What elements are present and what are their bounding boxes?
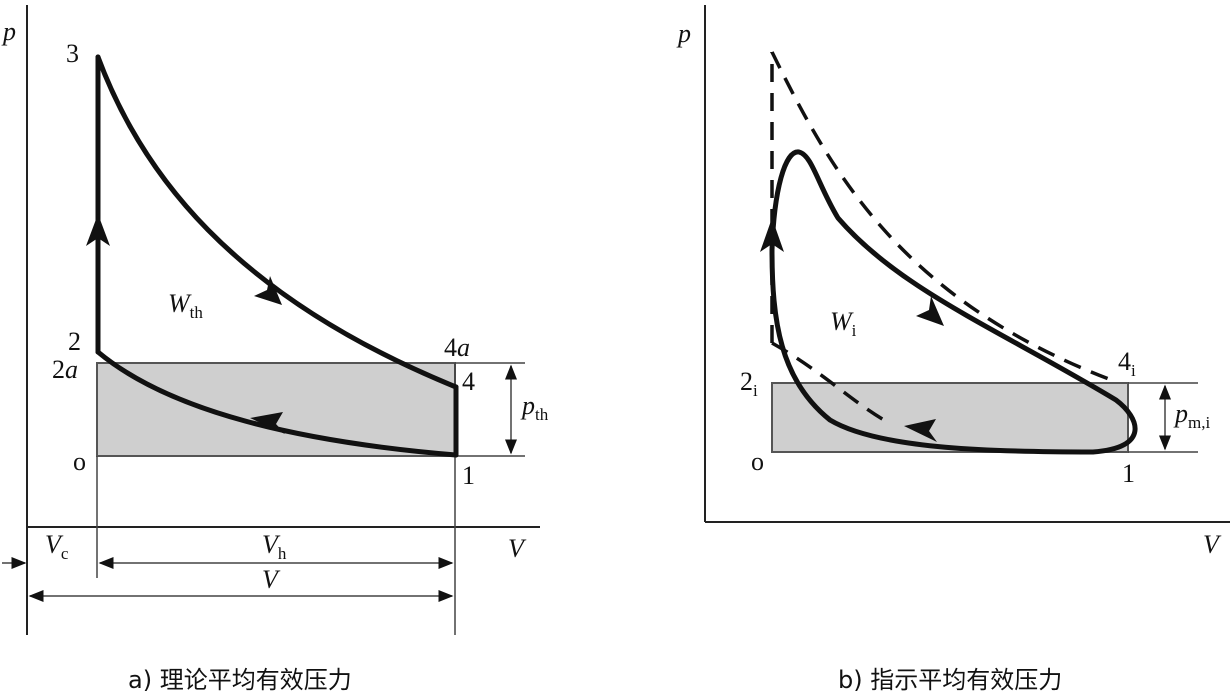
v-total-label: V <box>262 565 281 594</box>
point-4a-label: 4a <box>444 333 470 362</box>
compression-curve-a <box>95 349 459 458</box>
mean-pressure-area-b <box>771 382 1129 453</box>
theoretical-expansion-b <box>770 51 1115 383</box>
up-arrow-b <box>760 218 784 252</box>
compression-arrow-a <box>250 412 285 434</box>
mean-pressure-area-a <box>96 362 456 457</box>
point-o-label-a: o <box>73 447 86 476</box>
compression-arrow-b <box>904 419 937 442</box>
pressure-label-a: pth <box>520 391 549 424</box>
point-1-label-b: 1 <box>1122 459 1135 488</box>
pressure-label-b: pm,i <box>1173 399 1210 432</box>
up-arrow-a <box>86 214 110 246</box>
point-2a-label: 2a <box>52 355 78 384</box>
work-label-b: Wi <box>830 307 857 340</box>
work-label-a: Wth <box>168 289 203 322</box>
caption-b: b) 指示平均有效压力 <box>838 666 1062 694</box>
p-axis-label-b: p <box>676 19 691 48</box>
expansion-curve-a <box>95 54 459 390</box>
point-2i-label: 2i <box>740 367 758 400</box>
point-1-label: 1 <box>462 461 475 490</box>
point-4-label: 4 <box>462 367 475 396</box>
theoretical-compression-b <box>771 341 885 422</box>
indicator-loop-b <box>769 149 1138 455</box>
vc-label: Vc <box>45 530 69 563</box>
point-4i-label: 4i <box>1118 347 1136 380</box>
p-axis-label-a: p <box>1 17 16 46</box>
point-2-label: 2 <box>68 327 81 356</box>
caption-a: a) 理论平均有效压力 <box>128 666 352 694</box>
vh-label: Vh <box>262 530 287 563</box>
diagram-a: p V 3 2 2a 4a 4 1 o Wth pth Vc Vh V a) 理… <box>1 5 549 694</box>
expansion-arrow-a <box>254 276 282 305</box>
v-axis-label-a: V <box>508 534 527 563</box>
diagram-b: p V 2i 4i 1 o Wi pm,i b) 指示平均有效压力 <box>676 5 1230 694</box>
point-3-label: 3 <box>66 39 79 68</box>
point-o-label-b: o <box>751 447 764 476</box>
v-axis-label-b: V <box>1203 530 1222 559</box>
expansion-arrow-b <box>916 296 944 326</box>
